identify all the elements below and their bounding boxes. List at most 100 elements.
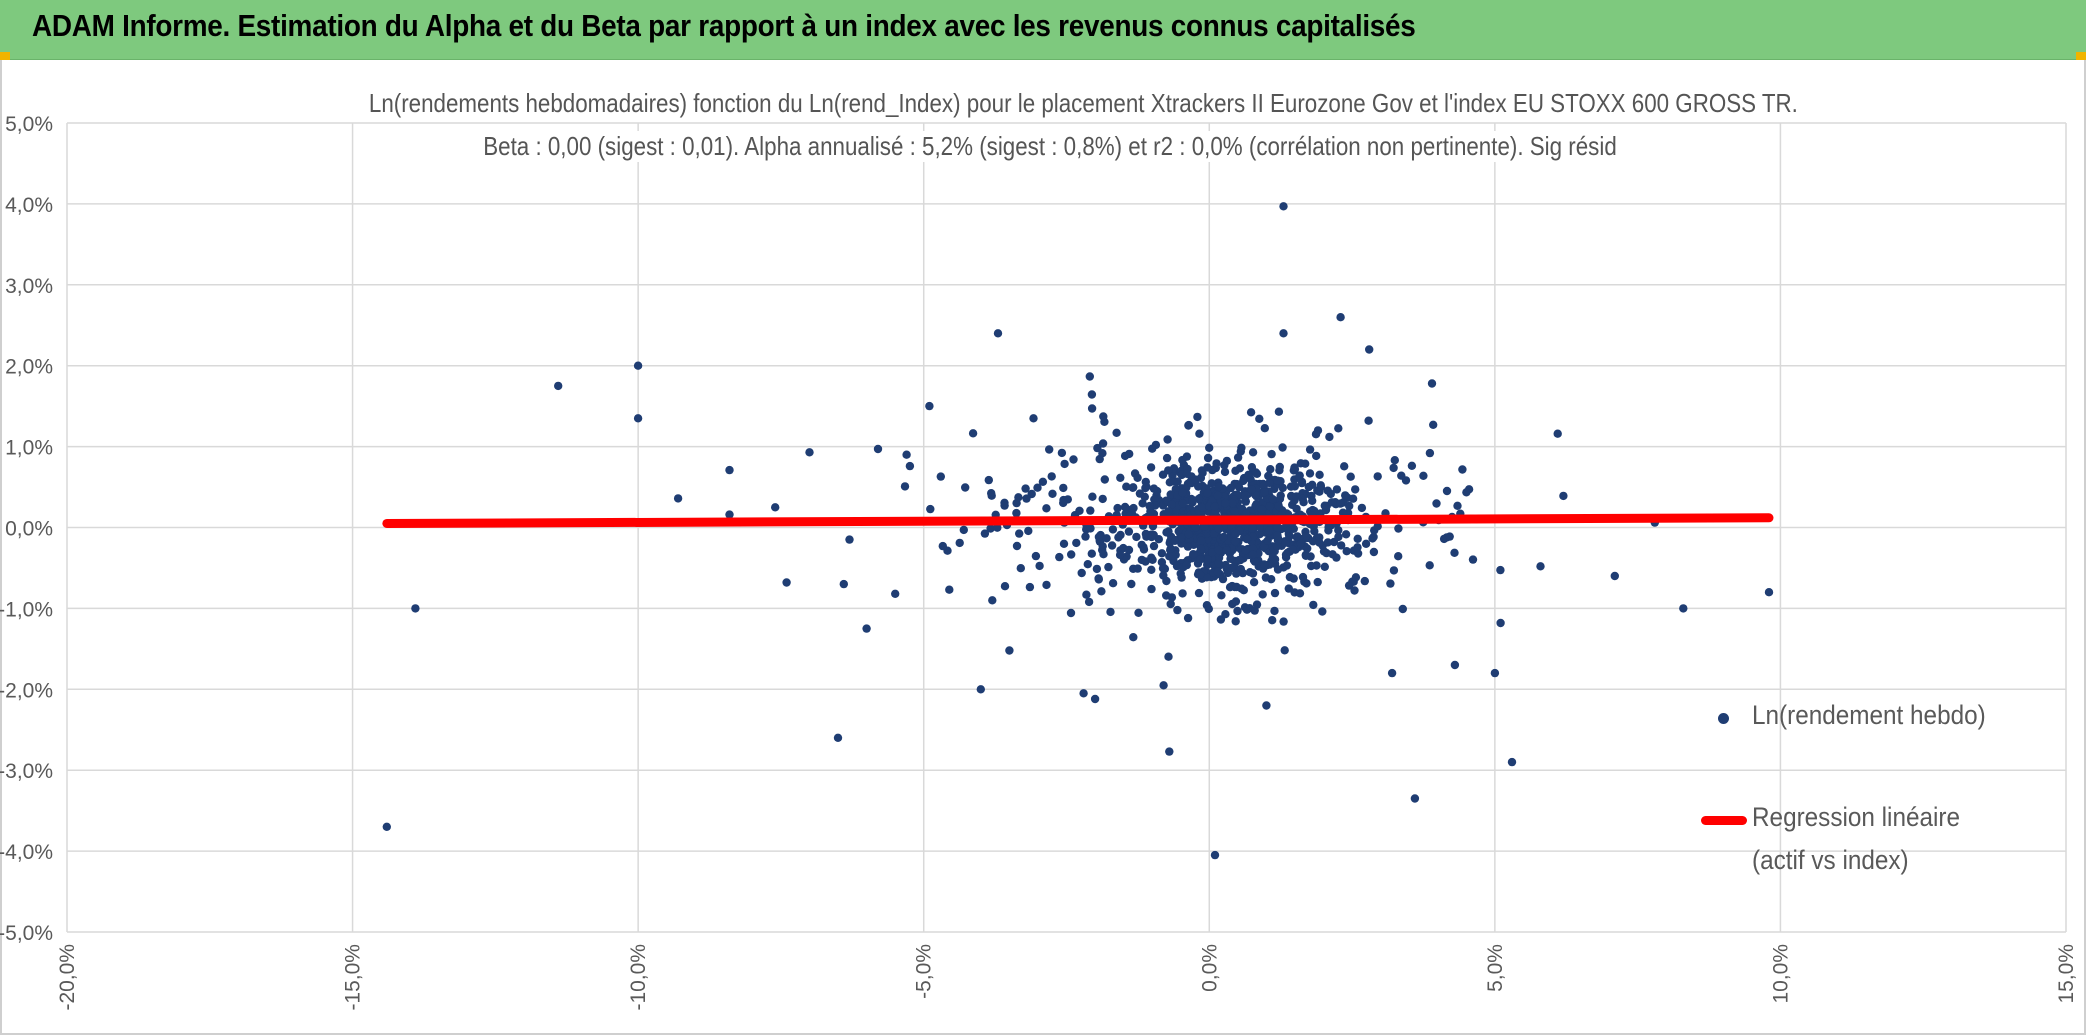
data-point bbox=[1214, 545, 1223, 555]
data-point bbox=[1288, 545, 1298, 554]
data-point bbox=[633, 361, 643, 370]
data-point bbox=[1158, 564, 1168, 573]
data-point bbox=[1445, 532, 1454, 541]
data-point bbox=[1350, 586, 1359, 595]
data-point bbox=[986, 524, 995, 533]
data-point bbox=[1247, 485, 1257, 494]
data-point bbox=[1427, 379, 1437, 388]
legend-scatter-marker bbox=[1718, 713, 1729, 724]
data-point bbox=[1679, 604, 1688, 613]
data-point bbox=[1124, 527, 1134, 536]
data-point bbox=[1190, 475, 1200, 484]
data-point bbox=[1301, 551, 1311, 560]
data-point bbox=[1320, 562, 1330, 571]
data-point bbox=[1313, 577, 1322, 587]
y-tick-label: -4,0% bbox=[0, 841, 53, 864]
data-point bbox=[1098, 449, 1107, 458]
data-point bbox=[1398, 604, 1408, 614]
y-tick-label: -5,0% bbox=[0, 922, 53, 945]
data-point bbox=[1297, 478, 1307, 488]
data-point bbox=[1273, 476, 1282, 485]
data-point bbox=[862, 624, 871, 633]
data-point bbox=[1042, 504, 1051, 513]
data-point bbox=[673, 494, 683, 503]
header-banner: ADAM Informe. Estimation du Alpha et du … bbox=[0, 0, 2086, 60]
data-point bbox=[1005, 646, 1014, 655]
legend-regression-label-line1: Regression linéaire bbox=[1752, 802, 1961, 832]
data-point bbox=[1357, 503, 1367, 513]
data-point bbox=[1182, 560, 1192, 570]
data-point bbox=[1082, 590, 1091, 599]
data-point bbox=[1195, 429, 1204, 438]
data-point bbox=[1177, 533, 1186, 543]
data-point bbox=[945, 585, 954, 594]
data-point bbox=[1178, 455, 1187, 465]
data-point bbox=[1132, 532, 1141, 542]
data-point bbox=[1432, 499, 1441, 508]
data-point bbox=[1341, 530, 1351, 539]
data-point bbox=[845, 535, 854, 544]
data-point bbox=[1351, 485, 1360, 494]
data-point bbox=[1205, 443, 1214, 452]
data-point bbox=[1242, 605, 1252, 614]
data-point bbox=[980, 529, 990, 538]
data-point bbox=[1369, 532, 1378, 542]
data-point bbox=[382, 822, 391, 831]
data-point bbox=[1278, 443, 1287, 452]
data-point bbox=[1309, 600, 1318, 610]
data-point bbox=[1069, 455, 1078, 464]
data-point bbox=[1189, 550, 1198, 559]
data-point bbox=[1166, 490, 1175, 499]
data-point bbox=[1147, 532, 1156, 542]
data-point bbox=[1458, 465, 1467, 474]
data-point bbox=[1242, 534, 1252, 544]
data-point bbox=[1325, 432, 1334, 442]
data-point bbox=[1162, 453, 1172, 463]
data-point bbox=[1307, 561, 1316, 571]
data-point bbox=[725, 465, 734, 475]
data-point bbox=[1346, 472, 1355, 481]
data-point bbox=[1021, 484, 1030, 493]
data-point bbox=[1450, 660, 1460, 670]
data-point bbox=[1072, 538, 1081, 548]
data-point bbox=[1038, 477, 1048, 486]
data-point bbox=[1334, 532, 1343, 542]
data-point bbox=[1210, 850, 1220, 860]
data-point bbox=[1203, 453, 1213, 463]
y-tick-label: 1,0% bbox=[5, 437, 53, 460]
data-point bbox=[1344, 581, 1354, 590]
data-point bbox=[1260, 487, 1270, 497]
data-point bbox=[1315, 470, 1324, 479]
data-point bbox=[955, 538, 964, 548]
data-point bbox=[1147, 584, 1156, 594]
data-point bbox=[1323, 538, 1333, 547]
data-point bbox=[959, 525, 968, 535]
data-point bbox=[993, 523, 1002, 532]
data-point bbox=[1394, 524, 1403, 533]
y-tick-label: 2,0% bbox=[5, 356, 53, 379]
x-tick-label: -5,0% bbox=[913, 944, 936, 999]
data-point bbox=[1164, 527, 1173, 536]
data-point bbox=[1295, 589, 1305, 598]
data-point bbox=[1263, 536, 1272, 545]
data-point bbox=[1262, 701, 1271, 710]
data-point bbox=[1166, 544, 1175, 553]
data-point bbox=[1268, 616, 1277, 625]
data-point bbox=[1167, 500, 1176, 509]
data-point bbox=[1102, 534, 1111, 543]
y-tick-label: 3,0% bbox=[5, 275, 53, 298]
data-point bbox=[1124, 545, 1134, 555]
data-point bbox=[633, 414, 643, 423]
data-point bbox=[1100, 475, 1110, 484]
data-point bbox=[1220, 467, 1230, 477]
data-point bbox=[1373, 522, 1382, 531]
data-point bbox=[902, 450, 911, 459]
data-point bbox=[1092, 564, 1102, 574]
data-point bbox=[1248, 524, 1257, 533]
data-point bbox=[1270, 606, 1279, 616]
data-point bbox=[1214, 482, 1223, 491]
data-point bbox=[1163, 435, 1172, 444]
data-point bbox=[1122, 482, 1131, 491]
data-point bbox=[1305, 469, 1315, 478]
